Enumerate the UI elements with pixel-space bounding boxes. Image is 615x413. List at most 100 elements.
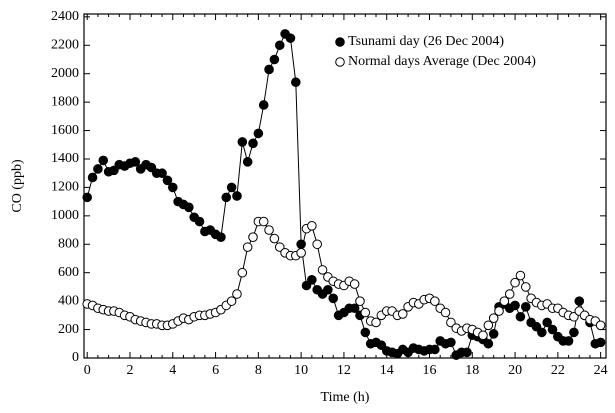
- x-tick-label: 0: [84, 363, 91, 378]
- y-tick-label: 2000: [51, 66, 79, 81]
- legend-marker: [335, 37, 345, 47]
- y-tick-label: 1600: [51, 123, 79, 138]
- data-point: [371, 317, 381, 328]
- data-point: [226, 182, 237, 193]
- data-point: [446, 337, 456, 348]
- x-tick-label: 4: [169, 363, 176, 378]
- data-point: [248, 138, 258, 149]
- data-point: [478, 330, 488, 341]
- data-point: [269, 233, 280, 244]
- data-point: [290, 77, 301, 88]
- data-point: [274, 40, 285, 51]
- x-tick-label: 22: [551, 363, 565, 378]
- data-point: [82, 192, 93, 203]
- data-point: [542, 317, 552, 328]
- y-tick-label: 600: [58, 265, 79, 280]
- data-point: [93, 164, 103, 174]
- y-tick-label: 1200: [51, 180, 79, 195]
- y-tick-label: 1400: [51, 151, 79, 166]
- data-point: [537, 327, 547, 338]
- y-tick-label: 800: [58, 236, 79, 251]
- data-point: [349, 279, 360, 289]
- data-point: [483, 338, 494, 349]
- x-tick-label: 6: [212, 363, 219, 378]
- data-point: [248, 232, 258, 242]
- x-tick-label: 16: [423, 363, 437, 378]
- data-point: [355, 296, 365, 306]
- data-point: [237, 267, 248, 278]
- data-point: [563, 336, 574, 346]
- plot-frame: [83, 13, 607, 359]
- y-tick-label: 400: [58, 293, 79, 308]
- data-point: [515, 270, 526, 281]
- data-point: [483, 320, 494, 331]
- data-point: [184, 202, 194, 213]
- legend-marker: [335, 57, 345, 67]
- data-point: [194, 216, 205, 227]
- data-point: [510, 300, 520, 311]
- x-tick-label: 24: [594, 363, 608, 378]
- legend-label: Normal days Average (Dec 2004): [348, 54, 536, 69]
- data-point: [430, 296, 440, 306]
- data-point: [349, 303, 360, 314]
- data-point: [87, 172, 98, 183]
- y-tick-label: 2200: [51, 37, 79, 52]
- data-point: [574, 296, 585, 306]
- x-tick-label: 12: [337, 363, 351, 378]
- data-point: [264, 225, 274, 235]
- data-point: [515, 311, 526, 322]
- data-point: [430, 344, 440, 355]
- y-tick-label: 0: [72, 350, 79, 365]
- x-tick-label: 18: [465, 363, 479, 378]
- data-point: [226, 296, 237, 306]
- data-point: [232, 191, 242, 201]
- data-point: [237, 137, 248, 147]
- data-point: [242, 242, 253, 252]
- x-tick-label: 10: [294, 363, 308, 378]
- data-point: [307, 275, 317, 285]
- data-point: [494, 306, 504, 316]
- data-point: [307, 221, 317, 231]
- y-tick-label: 2400: [51, 9, 79, 24]
- data-point: [157, 168, 167, 179]
- data-point: [360, 307, 371, 318]
- data-point: [323, 284, 333, 295]
- y-tick-label: 1800: [51, 94, 79, 109]
- y-tick-label: 200: [58, 322, 79, 337]
- data-point: [520, 302, 531, 312]
- data-point: [317, 265, 328, 275]
- data-point: [510, 277, 520, 288]
- x-tick-label: 8: [255, 363, 262, 378]
- x-tick-label: 20: [508, 363, 522, 378]
- data-point: [216, 232, 226, 242]
- x-tick-label: 2: [126, 363, 133, 378]
- y-tick-label: 1000: [51, 208, 79, 223]
- data-point: [269, 54, 280, 65]
- data-point: [296, 239, 306, 250]
- data-point: [285, 33, 296, 43]
- data-point: [167, 182, 178, 193]
- data-point: [440, 307, 451, 318]
- data-point: [520, 282, 531, 292]
- data-point: [232, 289, 242, 299]
- data-point: [242, 157, 253, 167]
- data-point: [130, 157, 141, 167]
- data-point: [253, 128, 264, 139]
- data-point: [98, 155, 109, 166]
- data-point: [504, 289, 515, 299]
- data-point: [595, 337, 606, 348]
- data-point: [328, 293, 339, 304]
- data-point: [264, 64, 274, 75]
- x-tick-label: 14: [380, 363, 394, 378]
- data-point: [162, 175, 173, 186]
- data-point: [360, 327, 371, 338]
- data-point: [258, 216, 269, 227]
- data-point: [258, 100, 269, 110]
- y-axis-label: CO (ppb): [10, 159, 25, 213]
- data-point: [312, 239, 322, 250]
- data-point: [569, 327, 579, 338]
- data-point: [296, 248, 306, 258]
- data-point: [221, 192, 232, 203]
- legend-label: Tsunami day (26 Dec 2004): [348, 34, 504, 49]
